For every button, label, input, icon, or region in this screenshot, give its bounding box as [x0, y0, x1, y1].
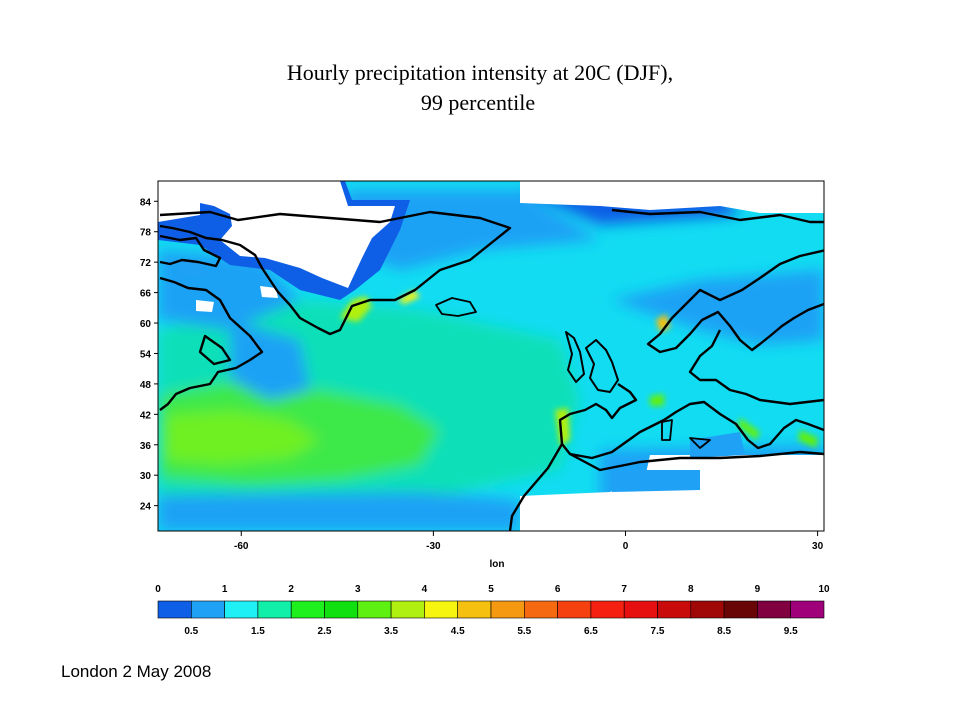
- colorbar-bottom-label: 4.5: [451, 626, 465, 637]
- colorbar-top-label: 0: [155, 584, 161, 595]
- title-line-1: Hourly precipitation intensity at 20C (D…: [286, 60, 674, 85]
- colorbar-top-label: 7: [621, 584, 627, 595]
- colorbar-swatch: [723, 600, 758, 619]
- colorbar-swatch: [557, 600, 592, 619]
- lon-tick-label: 30: [812, 541, 824, 552]
- colorbar-bottom-label: 3.5: [384, 626, 398, 637]
- colorbar-top-label: 1: [222, 584, 228, 595]
- colorbar-top-label: 2: [288, 584, 294, 595]
- longitude-axis: -60 -30 0 30: [234, 531, 824, 552]
- map-field: [158, 181, 824, 531]
- colorbar-swatch: [457, 600, 492, 619]
- colorbar-bottom-label: 1.5: [251, 626, 265, 637]
- lat-tick-label: 30: [140, 471, 152, 482]
- colorbar-bottom-label: 6.5: [584, 626, 598, 637]
- colorbar-swatch: [224, 600, 259, 619]
- lat-tick-label: 72: [140, 258, 152, 269]
- colorbar-bottom-label: 5.5: [517, 626, 531, 637]
- latitude-axis: 84 78 72 66 60 54 48 42 36 30 24: [140, 197, 158, 513]
- colorbar-swatch: [690, 600, 725, 619]
- colorbar-swatch: [790, 600, 825, 619]
- colorbar-swatch: [757, 600, 792, 619]
- lon-tick-label: 0: [623, 541, 629, 552]
- colorbar-bottom-label: 7.5: [651, 626, 665, 637]
- colorbar-top-label: 4: [422, 584, 428, 595]
- colorbar-bottom-label: 0.5: [184, 626, 198, 637]
- lat-tick-label: 66: [140, 289, 152, 300]
- colorbar-swatch: [590, 600, 625, 619]
- x-axis-label: lon: [490, 559, 505, 570]
- colorbar-swatch: [390, 600, 425, 619]
- colorbar-swatch: [523, 600, 558, 619]
- colorbar-top-label: 6: [555, 584, 561, 595]
- colorbar-swatch: [424, 600, 458, 619]
- colorbar-bottom-label: 8.5: [717, 626, 731, 637]
- lat-tick-label: 24: [140, 502, 152, 513]
- footer-text: London 2 May 2008: [61, 662, 212, 681]
- lat-tick-label: 78: [140, 228, 152, 239]
- lat-tick-label: 48: [140, 380, 152, 391]
- lat-tick-label: 84: [140, 197, 152, 208]
- lat-tick-label: 54: [140, 349, 152, 360]
- colorbar-swatch: [290, 600, 325, 619]
- colorbar-swatch: [257, 600, 292, 619]
- colorbar-swatch: [490, 600, 525, 619]
- lat-tick-label: 42: [140, 410, 152, 421]
- colorbar-swatch: [623, 600, 658, 619]
- colorbar-top-label: 3: [355, 584, 361, 595]
- colorbar-bottom-label: 9.5: [784, 626, 798, 637]
- colorbar-top-label: 10: [818, 584, 830, 595]
- colorbar-swatch: [324, 600, 359, 619]
- colorbar-swatch: [157, 600, 192, 619]
- colorbar-top-label: 9: [755, 584, 761, 595]
- lon-tick-label: -30: [426, 541, 441, 552]
- chart-title: Hourly precipitation intensity at 20C (D…: [0, 58, 960, 118]
- lat-tick-label: 36: [140, 441, 152, 452]
- plot-frame: [157, 180, 825, 532]
- colorbar-top-label: 8: [688, 584, 694, 595]
- colorbar: 0 1 2 3 4 5 6 7 8 9 10 0.5 1.5 2.5 3.5 4.5 5.5 6.5 7.5 8.5 9…: [155, 584, 830, 637]
- colorbar-swatch: [657, 600, 692, 619]
- colorbar-swatch: [357, 600, 392, 619]
- title-line-2: 99 percentile: [420, 90, 536, 115]
- lon-tick-label: -60: [234, 541, 249, 552]
- colorbar-top-label: 5: [488, 584, 494, 595]
- colorbar-bottom-label: 2.5: [318, 626, 332, 637]
- colorbar-swatch: [191, 600, 225, 619]
- lat-tick-label: 60: [140, 319, 152, 330]
